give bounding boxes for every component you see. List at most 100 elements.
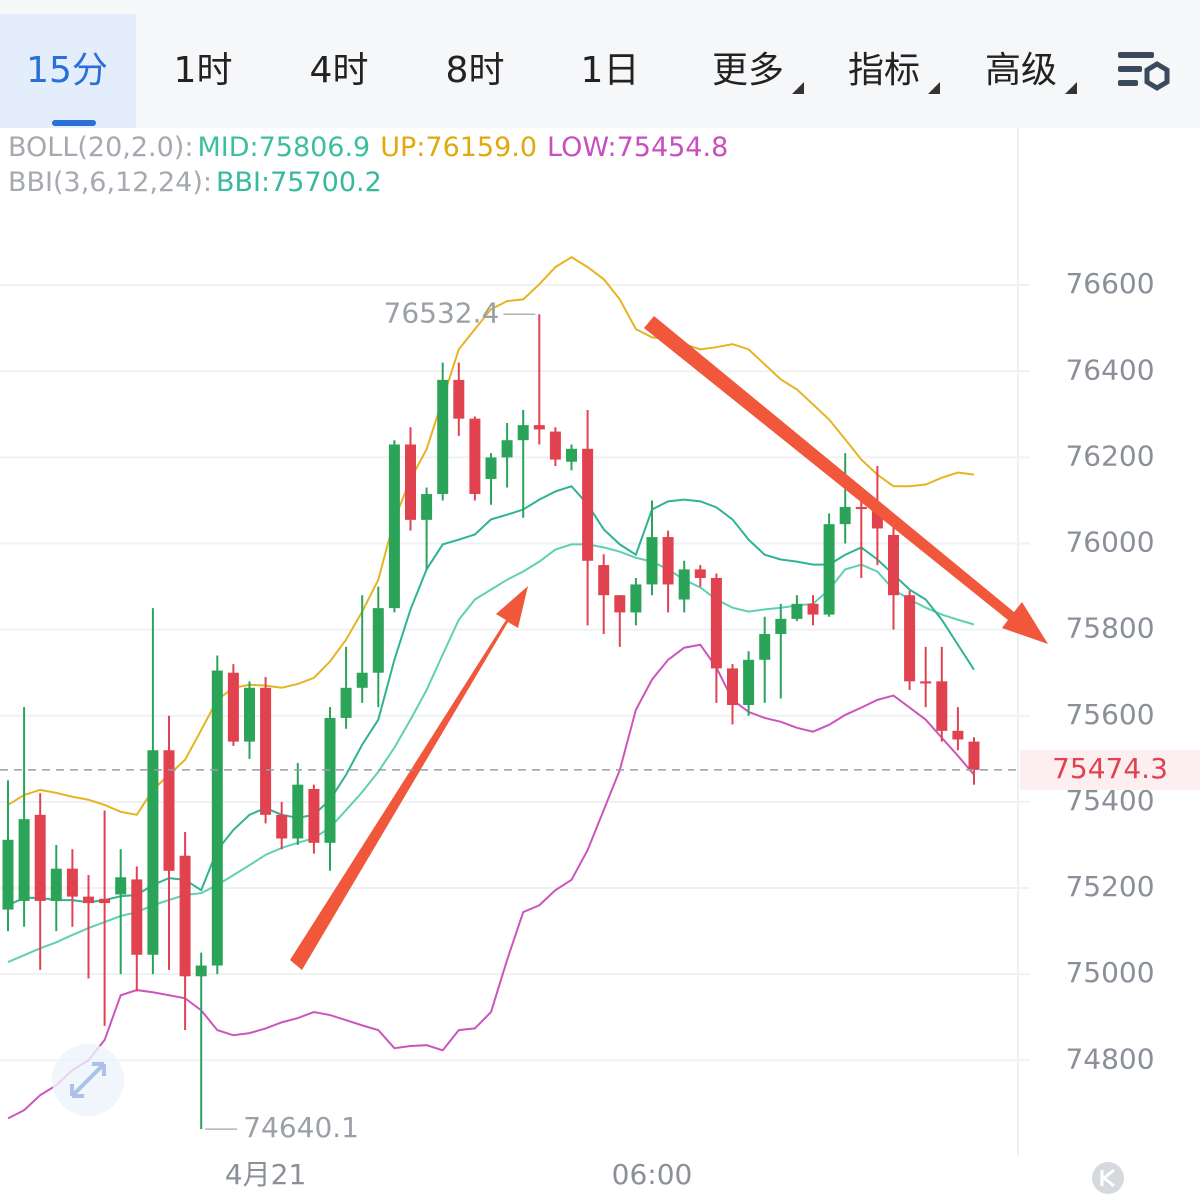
candle-body <box>66 868 78 897</box>
low-label: 74640.1 <box>243 1111 359 1144</box>
indicator-name: BOLL(20,2.0): <box>8 132 193 163</box>
candle-body <box>437 379 449 495</box>
candle-body <box>308 788 320 843</box>
dropdown-caret <box>792 82 804 94</box>
tabs: 15分 1时 4时 8时 1日 更多 指标 高级 <box>26 50 1077 94</box>
candle-body <box>533 425 545 430</box>
candle-body <box>614 595 626 613</box>
last-price-label: 75474.3 <box>1052 752 1168 785</box>
y-tick-label: 76200 <box>1065 439 1154 472</box>
indicator-value: LOW:75454.8 <box>547 132 728 163</box>
candle-body <box>598 565 610 596</box>
candle-body <box>888 534 899 596</box>
candle-body <box>388 444 400 609</box>
candle-body <box>179 855 191 977</box>
icon-bar <box>1118 52 1154 58</box>
axis: 7480075000752007540075600758007600076200… <box>0 267 1200 1191</box>
candle-body <box>227 672 239 742</box>
indicator-value: UP:76159.0 <box>380 132 537 163</box>
candle-body <box>34 814 46 901</box>
tab[interactable]: 1时 <box>174 50 233 91</box>
candle-body <box>324 717 336 843</box>
candle-body <box>517 425 529 441</box>
indicator-line: BOLL(20,2.0): MID:75806.9 UP:76159.0 LOW:75… <box>8 132 728 163</box>
candle-body <box>50 868 62 901</box>
candle-body <box>920 681 932 684</box>
tab[interactable]: 4时 <box>310 50 369 91</box>
candle-body <box>678 569 690 600</box>
settings-icon[interactable] <box>1118 52 1170 91</box>
candle-body <box>549 431 561 460</box>
active-tab-indicator <box>52 120 96 126</box>
candle-body <box>646 537 658 585</box>
candles <box>2 314 980 1130</box>
candle-body <box>115 877 127 895</box>
grid <box>0 284 1030 1062</box>
tab[interactable]: 8时 <box>446 50 505 91</box>
candle-body <box>131 879 143 955</box>
up-arrow <box>290 586 528 970</box>
candle-body <box>662 537 674 585</box>
y-tick-label: 76400 <box>1065 353 1154 386</box>
tab[interactable]: 指标 <box>848 50 920 91</box>
indicator-value: MID:75806.9 <box>197 132 370 163</box>
candle-body <box>871 509 883 529</box>
indicator-legend: BOLL(20,2.0): MID:75806.9 UP:76159.0 LOW:75… <box>8 132 728 198</box>
icon-hex <box>1144 61 1170 91</box>
candle-body <box>292 784 304 839</box>
candle-body <box>163 750 175 871</box>
candle-body <box>694 569 706 578</box>
candle-body <box>904 595 916 682</box>
candle-body <box>469 418 481 495</box>
candle-body <box>99 898 111 904</box>
last-price-box <box>1020 749 1200 790</box>
icon-bar <box>1118 66 1142 72</box>
indicator-line: BBI(3,6,12,24): BBI:75700.2 <box>8 167 382 198</box>
candle-body <box>211 670 223 966</box>
candle-body <box>147 750 159 955</box>
dropdown-caret <box>928 82 940 94</box>
high-label: 76532.4 <box>384 296 500 329</box>
candle-body <box>952 730 964 740</box>
tab[interactable]: 1日 <box>581 50 640 91</box>
candle-body <box>356 672 368 688</box>
candle-body <box>807 603 819 615</box>
candle-body <box>276 814 288 839</box>
dropdown-caret <box>1065 82 1077 94</box>
y-tick-label: 75600 <box>1065 698 1154 731</box>
candle-body <box>405 444 416 520</box>
candle-body <box>421 494 433 520</box>
tab[interactable]: 15分 <box>26 50 108 91</box>
candle-body <box>18 819 30 901</box>
y-tick-label: 76000 <box>1065 526 1154 559</box>
y-tick-label: 75200 <box>1065 870 1154 903</box>
candle-body <box>775 618 787 634</box>
tab[interactable]: 高级 <box>985 50 1057 91</box>
candle-body <box>855 506 867 510</box>
reset-button[interactable] <box>1092 1162 1124 1194</box>
candle-body <box>485 457 497 479</box>
x-tick-label: 06:00 <box>612 1158 693 1191</box>
candle-body <box>968 741 980 770</box>
candle-body <box>244 687 255 742</box>
candle-body <box>453 379 465 419</box>
indicator-value: BBI:75700.2 <box>216 167 382 198</box>
candle-body <box>743 659 755 706</box>
candle-body <box>936 681 948 731</box>
down-arrow <box>644 316 1048 644</box>
candle-body <box>759 633 771 660</box>
candle-body <box>710 577 722 669</box>
tab[interactable]: 更多 <box>712 50 784 91</box>
tab-bar <box>0 0 1200 128</box>
reset-icon <box>1100 1168 1115 1188</box>
candle-body <box>630 584 642 613</box>
candle-body <box>2 839 14 910</box>
expand-icon <box>70 1062 106 1098</box>
candle-body <box>83 896 94 904</box>
indicator-name: BBI(3,6,12,24): <box>8 167 212 198</box>
candle-body <box>260 687 272 815</box>
y-tick-label: 74800 <box>1065 1042 1154 1075</box>
active-tab-bg <box>0 14 136 128</box>
candle-body <box>501 440 513 458</box>
